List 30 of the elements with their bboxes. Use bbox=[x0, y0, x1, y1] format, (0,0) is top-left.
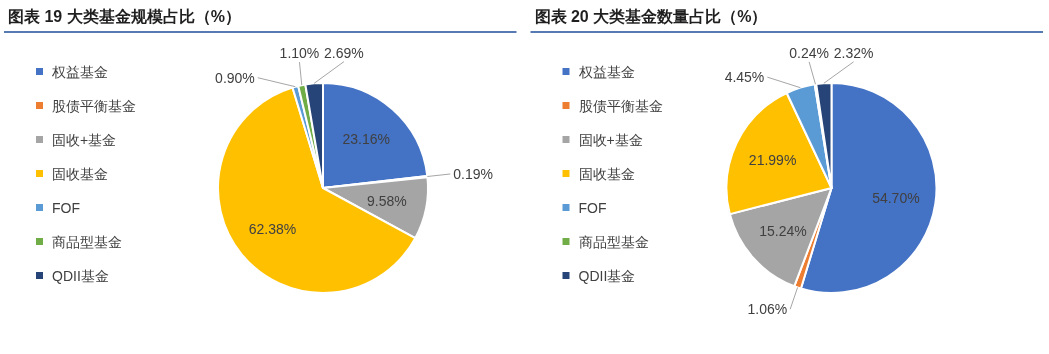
data-label: 0.90% bbox=[215, 69, 255, 86]
data-label: 4.45% bbox=[724, 69, 765, 86]
legend-label: FOF bbox=[578, 200, 607, 216]
data-label: 9.58% bbox=[366, 192, 407, 209]
data-label: 2.69% bbox=[324, 44, 364, 61]
data-label: 0.24% bbox=[789, 44, 829, 61]
data-label: 2.32% bbox=[833, 44, 874, 61]
data-label: 1.10% bbox=[279, 45, 320, 62]
legend-label: QDII基金 bbox=[578, 268, 636, 284]
data-label: 1.06% bbox=[747, 301, 788, 318]
data-label: 62.38% bbox=[248, 221, 297, 238]
chart-title: 图表 19 大类基金规模占比（%） bbox=[8, 8, 241, 26]
data-label: 23.16% bbox=[342, 131, 391, 148]
legend-label: 固收+基金 bbox=[578, 132, 643, 148]
legend-label: 固收基金 bbox=[578, 166, 635, 182]
data-label: 21.99% bbox=[748, 152, 797, 169]
legend-label: 商品型基金 bbox=[578, 234, 649, 250]
chart-title: 图表 20 大类基金数量占比（%） bbox=[534, 8, 768, 26]
data-label: 15.24% bbox=[759, 223, 807, 240]
legend-label: 权益基金 bbox=[51, 64, 108, 80]
legend-label: QDII基金 bbox=[52, 268, 109, 284]
legend-label: 股债平衡基金 bbox=[52, 98, 136, 114]
legend-label: FOF bbox=[52, 200, 80, 216]
legend-label: 权益基金 bbox=[577, 64, 635, 80]
legend-label: 商品型基金 bbox=[52, 234, 122, 250]
data-label: 0.19% bbox=[453, 165, 494, 182]
data-label: 54.70% bbox=[872, 189, 920, 206]
legend-label: 固收基金 bbox=[52, 166, 108, 182]
legend-label: 固收+基金 bbox=[52, 132, 117, 148]
legend-label: 股债平衡基金 bbox=[578, 98, 663, 114]
